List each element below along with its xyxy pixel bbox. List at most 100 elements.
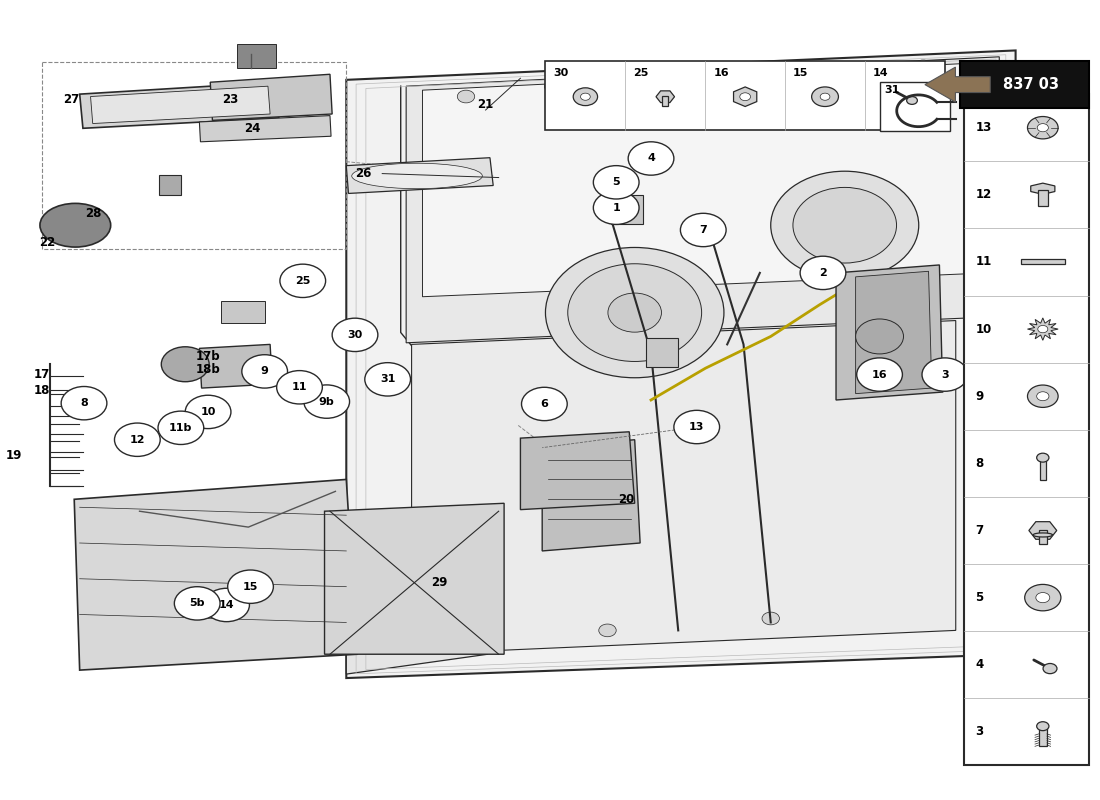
Bar [662,96,668,106]
Polygon shape [411,321,956,654]
Polygon shape [199,344,273,388]
Circle shape [681,214,726,246]
Circle shape [793,187,896,263]
Polygon shape [210,74,332,120]
Circle shape [62,386,107,420]
Text: 29: 29 [431,576,448,590]
Text: 31: 31 [884,85,900,94]
Text: 85: 85 [657,210,928,398]
Text: 11: 11 [976,255,991,269]
Bar [880,82,950,131]
Circle shape [242,354,287,388]
Circle shape [1027,385,1058,407]
Text: 9: 9 [976,390,983,402]
Text: 23: 23 [222,93,239,106]
Text: 22: 22 [40,236,56,250]
Circle shape [581,93,591,100]
Circle shape [544,80,562,93]
Text: 25: 25 [634,68,649,78]
Circle shape [593,166,639,199]
Text: 21: 21 [477,98,494,111]
Polygon shape [422,62,989,297]
Circle shape [458,90,475,103]
Circle shape [1043,663,1057,674]
Polygon shape [925,67,990,102]
Text: 4: 4 [976,658,983,671]
Circle shape [568,264,702,362]
Polygon shape [520,432,635,510]
Circle shape [1027,117,1058,139]
Circle shape [608,293,661,332]
Circle shape [332,318,378,351]
Text: 17: 17 [34,368,51,381]
Circle shape [812,87,838,106]
Circle shape [546,247,724,378]
Polygon shape [79,82,278,128]
Circle shape [228,570,274,603]
Circle shape [975,195,992,208]
Circle shape [279,264,326,298]
Bar [221,301,265,323]
Circle shape [674,410,719,444]
Circle shape [762,612,780,625]
Text: 10: 10 [976,322,991,335]
Text: 9: 9 [261,366,268,376]
Text: 15: 15 [243,582,258,592]
Text: 25: 25 [295,276,310,286]
Circle shape [162,346,209,382]
Text: 11b: 11b [169,423,192,433]
Text: 10: 10 [200,407,216,417]
Circle shape [975,298,992,311]
Text: 18b: 18b [196,363,221,376]
Text: 8: 8 [80,398,88,408]
Polygon shape [346,535,487,674]
Polygon shape [1028,522,1057,539]
Circle shape [856,319,903,354]
Circle shape [204,588,250,622]
Text: 24: 24 [244,122,261,134]
Text: 16: 16 [871,370,888,379]
Circle shape [174,586,220,620]
Circle shape [800,256,846,290]
Bar [238,44,276,68]
Text: 14: 14 [219,600,234,610]
Bar [546,61,945,130]
Text: 837 03: 837 03 [1003,77,1058,92]
Text: 2: 2 [820,268,827,278]
Circle shape [276,370,322,404]
Text: 30: 30 [553,68,569,78]
Text: 3: 3 [940,370,948,379]
Bar [610,195,643,224]
Text: 5: 5 [976,591,983,604]
Text: 9b: 9b [319,397,334,406]
Text: 12: 12 [130,434,145,445]
Bar [1037,190,1048,206]
Text: 15: 15 [793,68,808,78]
Circle shape [922,358,968,391]
Circle shape [1036,453,1049,462]
Text: 6: 6 [540,399,548,409]
Circle shape [593,191,639,225]
Text: a passion for parts: a passion for parts [488,406,704,505]
Ellipse shape [40,203,111,247]
Bar [1040,459,1046,480]
Circle shape [857,358,902,391]
Text: 13: 13 [976,122,991,134]
Text: 30: 30 [348,330,363,340]
Polygon shape [324,503,504,654]
Polygon shape [90,86,271,123]
Circle shape [158,411,204,445]
Circle shape [365,362,410,396]
Circle shape [906,97,917,104]
Polygon shape [346,50,1015,678]
Circle shape [458,632,475,645]
Text: 20: 20 [618,493,635,506]
Bar [965,94,1089,766]
Circle shape [1036,392,1049,401]
Polygon shape [542,440,640,551]
Text: 17b: 17b [196,350,221,363]
Ellipse shape [352,163,482,189]
Text: 12: 12 [976,188,991,202]
Circle shape [914,60,932,73]
Circle shape [771,171,918,279]
